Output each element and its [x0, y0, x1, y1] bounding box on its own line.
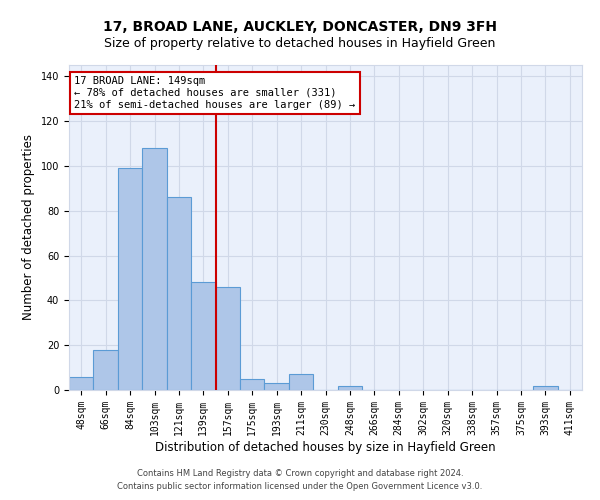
Y-axis label: Number of detached properties: Number of detached properties	[22, 134, 35, 320]
X-axis label: Distribution of detached houses by size in Hayfield Green: Distribution of detached houses by size …	[155, 440, 496, 454]
Text: 17 BROAD LANE: 149sqm
← 78% of detached houses are smaller (331)
21% of semi-det: 17 BROAD LANE: 149sqm ← 78% of detached …	[74, 76, 355, 110]
Bar	[69, 376, 94, 390]
Text: 17, BROAD LANE, AUCKLEY, DONCASTER, DN9 3FH: 17, BROAD LANE, AUCKLEY, DONCASTER, DN9 …	[103, 20, 497, 34]
Text: Size of property relative to detached houses in Hayfield Green: Size of property relative to detached ho…	[104, 38, 496, 51]
Text: Contains HM Land Registry data © Crown copyright and database right 2024.: Contains HM Land Registry data © Crown c…	[137, 468, 463, 477]
Bar	[167, 197, 191, 390]
Bar	[215, 287, 240, 390]
Bar	[94, 350, 118, 390]
Bar	[265, 384, 289, 390]
Bar	[289, 374, 313, 390]
Bar	[533, 386, 557, 390]
Bar	[191, 282, 215, 390]
Bar	[118, 168, 142, 390]
Text: Contains public sector information licensed under the Open Government Licence v3: Contains public sector information licen…	[118, 482, 482, 491]
Bar	[142, 148, 167, 390]
Bar	[240, 379, 265, 390]
Bar	[338, 386, 362, 390]
